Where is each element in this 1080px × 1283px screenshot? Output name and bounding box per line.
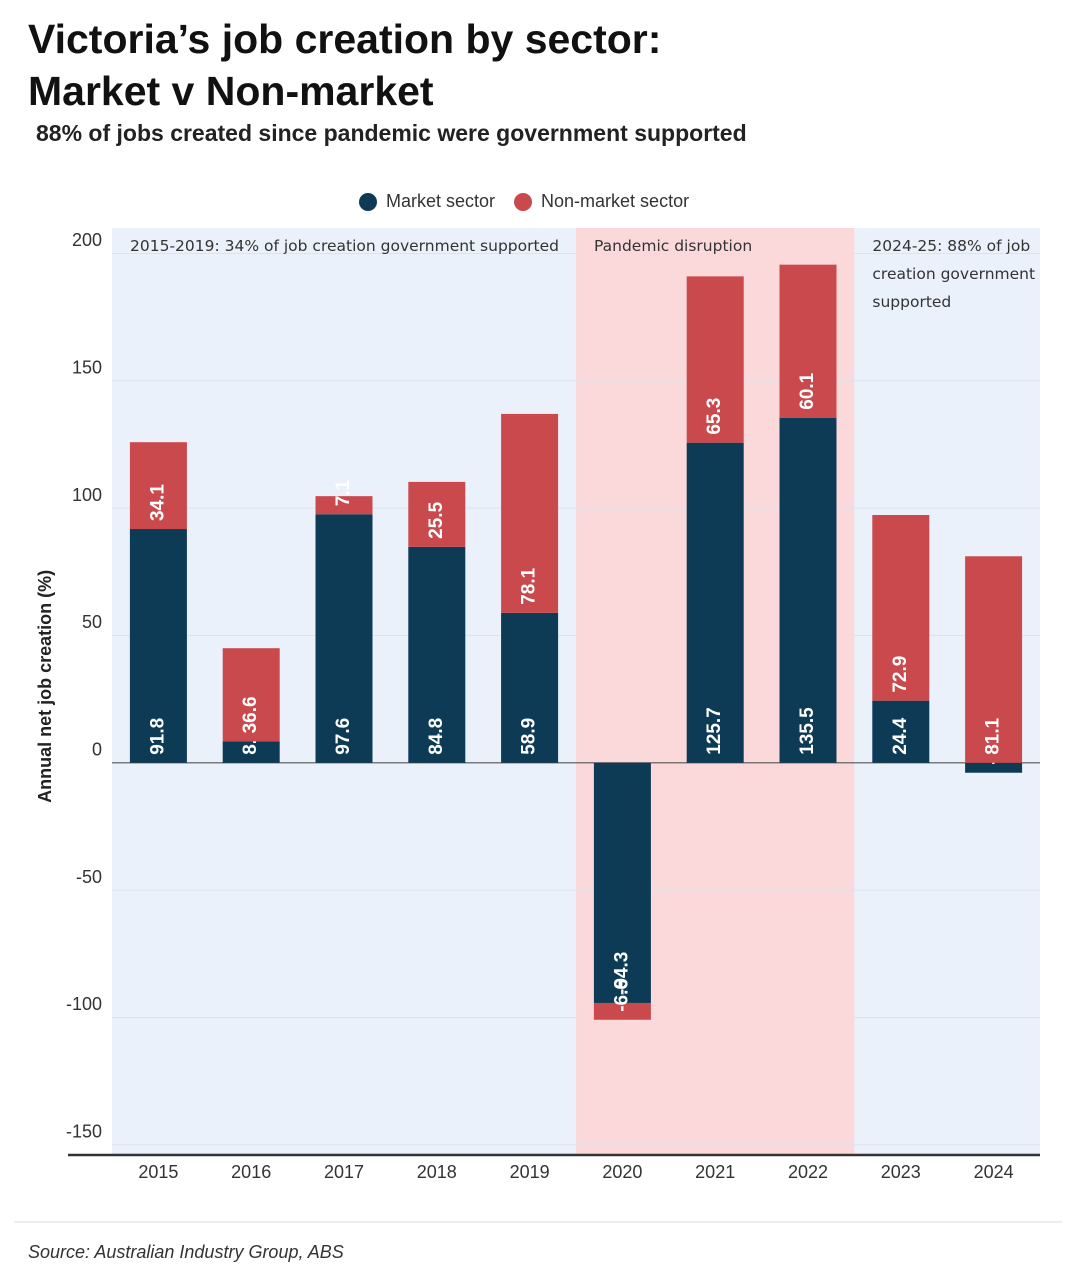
x-tick-label: 2023 bbox=[881, 1162, 921, 1182]
x-tick-label: 2019 bbox=[510, 1162, 550, 1182]
legend-swatch bbox=[359, 193, 377, 211]
x-tick-label: 2022 bbox=[788, 1162, 828, 1182]
bar-segment bbox=[408, 481, 466, 547]
x-tick-label: 2015 bbox=[138, 1162, 178, 1182]
value-label: 135.5 bbox=[797, 707, 818, 755]
value-label: 78.1 bbox=[519, 567, 540, 604]
x-tick-label: 2024 bbox=[974, 1162, 1014, 1182]
value-label: 34.1 bbox=[147, 484, 168, 521]
y-tick-label: -50 bbox=[76, 867, 102, 887]
value-label: 125.7 bbox=[704, 707, 725, 755]
y-tick-label: 0 bbox=[92, 740, 102, 760]
legend-label: Non-market sector bbox=[541, 191, 689, 211]
y-tick-label: 200 bbox=[72, 230, 102, 250]
value-label: 91.8 bbox=[147, 718, 168, 755]
bar-segment bbox=[872, 700, 930, 763]
chart-title: Market v Non-market bbox=[28, 68, 434, 114]
x-tick-label: 2018 bbox=[417, 1162, 457, 1182]
value-label: 84.8 bbox=[426, 718, 447, 755]
value-label: 72.9 bbox=[890, 656, 911, 693]
value-label: 97.6 bbox=[333, 718, 354, 755]
bar-segment bbox=[686, 276, 744, 443]
y-tick-label: 100 bbox=[72, 485, 102, 505]
value-label: 60.1 bbox=[797, 372, 818, 409]
annotation: Pandemic disruption bbox=[594, 237, 753, 255]
bar-segment bbox=[129, 442, 187, 530]
y-axis-title: Annual net job creation (%) bbox=[35, 570, 55, 803]
bar-segment bbox=[593, 1002, 651, 1020]
bar-segment bbox=[779, 264, 837, 418]
annotation: 2015-2019: 34% of job creation governmen… bbox=[130, 237, 559, 255]
bar-segment bbox=[686, 442, 744, 763]
value-label: 65.3 bbox=[704, 398, 725, 435]
legend-swatch bbox=[514, 193, 533, 211]
value-label: -6.6 bbox=[611, 979, 632, 1012]
value-label: 7.1 bbox=[333, 479, 354, 506]
bar-segment bbox=[501, 413, 559, 613]
value-label: 36.6 bbox=[240, 696, 261, 733]
bar-segment bbox=[872, 515, 930, 701]
chart-title: Victoria’s job creation by sector: bbox=[28, 16, 662, 62]
y-tick-label: -150 bbox=[66, 1122, 102, 1142]
y-tick-label: 50 bbox=[82, 612, 102, 632]
x-tick-label: 2016 bbox=[231, 1162, 271, 1182]
value-label: 81.1 bbox=[983, 717, 1004, 754]
bar-segment bbox=[315, 496, 373, 515]
x-tick-label: 2020 bbox=[602, 1162, 642, 1182]
bar-segment bbox=[315, 514, 373, 763]
source: Source: Australian Industry Group, ABS bbox=[28, 1242, 344, 1262]
bar-segment bbox=[501, 612, 559, 763]
value-label: 58.9 bbox=[519, 718, 540, 755]
value-label: -94.3 bbox=[611, 952, 632, 995]
bar-segment bbox=[222, 648, 280, 742]
x-tick-label: 2021 bbox=[695, 1162, 735, 1182]
chart-subtitle: 88% of jobs created since pandemic were … bbox=[36, 120, 747, 146]
bar-segment bbox=[129, 529, 187, 763]
legend-label: Market sector bbox=[386, 191, 495, 211]
value-label: 25.5 bbox=[426, 501, 447, 538]
value-label: 24.4 bbox=[890, 717, 911, 754]
x-tick-label: 2017 bbox=[324, 1162, 364, 1182]
bar-segment bbox=[593, 762, 651, 1003]
bar-segment bbox=[408, 546, 466, 763]
bar-segment bbox=[965, 762, 1023, 773]
bar-segment bbox=[965, 556, 1023, 763]
y-tick-label: -100 bbox=[66, 994, 102, 1014]
annotation: 2024-25: 88% of job creation government … bbox=[872, 237, 1036, 311]
y-tick-label: 150 bbox=[72, 358, 102, 378]
bar-segment bbox=[779, 417, 837, 763]
bar-segment bbox=[222, 741, 280, 763]
